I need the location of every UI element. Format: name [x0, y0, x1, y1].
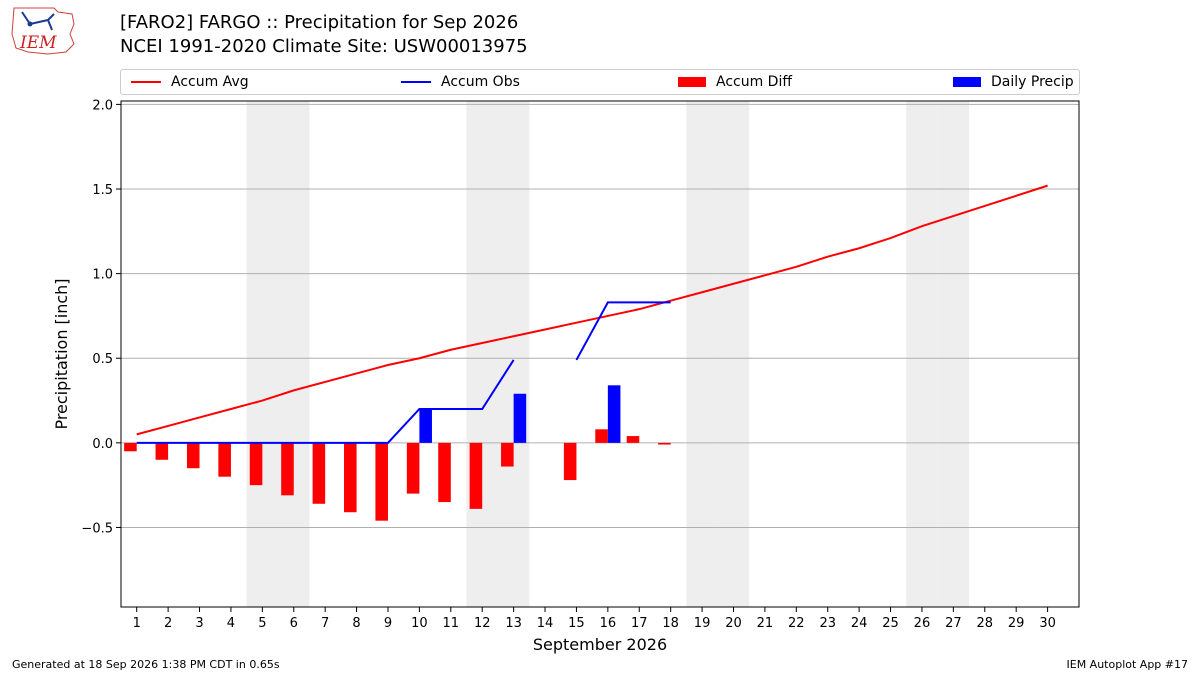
weekend-shade — [466, 101, 498, 607]
x-tick-label: 30 — [1039, 616, 1056, 631]
legend-item-accum-obs: Accum Obs — [401, 70, 520, 94]
weekend-shade — [686, 101, 718, 607]
accum-diff-bar — [312, 442, 326, 504]
x-tick-label: 24 — [851, 616, 868, 631]
y-tick-label: 1.5 — [92, 183, 113, 198]
x-tick-label: 7 — [321, 616, 329, 631]
generated-timestamp: Generated at 18 Sep 2026 1:38 PM CDT in … — [12, 658, 280, 671]
x-tick-label: 25 — [882, 616, 899, 631]
accum-diff-bar — [658, 442, 671, 445]
accum-diff-bar — [438, 442, 451, 503]
accum-diff-bar — [249, 442, 263, 486]
legend-item-accum-avg: Accum Avg — [131, 70, 249, 94]
accum-diff-bar — [186, 442, 200, 469]
x-tick-label: 14 — [537, 616, 554, 631]
weekend-shade — [906, 101, 938, 607]
accum-diff-bar — [124, 442, 137, 452]
y-axis-label: Precipitation [inch] — [52, 278, 71, 429]
chart-legend: Accum Avg Accum Obs Accum Diff Daily Pre… — [120, 69, 1080, 95]
app-identifier: IEM Autoplot App #17 — [1066, 658, 1189, 671]
x-tick-label: 20 — [725, 616, 742, 631]
x-tick-label: 1 — [133, 616, 141, 631]
x-tick-label: 22 — [788, 616, 805, 631]
x-tick-label: 17 — [631, 616, 648, 631]
x-tick-label: 28 — [976, 616, 993, 631]
x-tick-label: 15 — [568, 616, 585, 631]
legend-swatch-accum-obs — [401, 81, 431, 83]
legend-label-accum-diff: Accum Diff — [716, 74, 793, 90]
plot-frame — [120, 100, 1080, 608]
legend-label-accum-avg: Accum Avg — [171, 74, 249, 90]
x-tick-label: 21 — [757, 616, 774, 631]
x-tick-label: 18 — [662, 616, 679, 631]
accum-diff-bar — [501, 442, 514, 467]
y-tick-label: −0.5 — [81, 521, 113, 536]
x-tick-label: 8 — [352, 616, 360, 631]
weekend-shade — [937, 101, 970, 607]
weekend-shade — [246, 101, 279, 607]
accum-diff-bar — [281, 442, 294, 496]
accum-diff-bar — [218, 442, 231, 477]
iem-logo: IEM — [11, 7, 75, 55]
x-tick-label: 27 — [945, 616, 962, 631]
weekend-shade — [717, 101, 750, 607]
accum-diff-bar — [563, 442, 577, 481]
accum-obs-line — [136, 359, 515, 444]
daily-precip-bar — [607, 385, 621, 443]
x-tick-label: 9 — [384, 616, 392, 631]
x-tick-label: 19 — [694, 616, 711, 631]
accum-diff-bar — [406, 442, 420, 494]
y-tick-label: 0.5 — [92, 352, 113, 367]
chart-title: [FARO2] FARGO :: Precipitation for Sep 2… — [120, 12, 519, 33]
x-axis-label: September 2026 — [533, 635, 667, 654]
accum-diff-bar — [595, 429, 608, 443]
weekend-shade — [497, 101, 530, 607]
x-tick-label: 5 — [258, 616, 266, 631]
accum-diff-bar — [155, 442, 169, 460]
chart-subtitle: NCEI 1991-2020 Climate Site: USW00013975 — [120, 36, 528, 57]
x-tick-label: 16 — [600, 616, 617, 631]
x-tick-label: 23 — [819, 616, 836, 631]
weekend-shade — [278, 101, 310, 607]
accum-diff-bar — [344, 442, 357, 513]
legend-label-daily-precip: Daily Precip — [991, 74, 1074, 90]
x-tick-label: 6 — [290, 616, 298, 631]
legend-item-accum-diff: Accum Diff — [678, 70, 792, 94]
x-tick-label: 10 — [411, 616, 428, 631]
x-tick-label: 26 — [914, 616, 931, 631]
accum-obs-line — [575, 301, 671, 361]
accum-avg-line — [136, 184, 1048, 436]
x-tick-label: 13 — [505, 616, 522, 631]
x-tick-label: 3 — [195, 616, 203, 631]
daily-precip-bar — [513, 393, 527, 443]
accum-diff-bar — [626, 436, 640, 443]
y-tick-label: 0.0 — [92, 437, 113, 452]
x-tick-label: 12 — [474, 616, 491, 631]
x-tick-label: 4 — [227, 616, 235, 631]
x-tick-label: 11 — [443, 616, 460, 631]
legend-swatch-accum-diff — [678, 77, 706, 87]
logo-text: IEM — [19, 33, 57, 53]
legend-swatch-daily-precip — [953, 77, 981, 87]
y-tick-label: 1.0 — [92, 268, 113, 283]
legend-item-daily-precip: Daily Precip — [953, 70, 1074, 94]
accum-diff-bar — [375, 442, 388, 521]
daily-precip-bar — [419, 409, 432, 443]
x-tick-label: 2 — [164, 616, 172, 631]
legend-swatch-accum-avg — [131, 81, 161, 83]
x-tick-label: 29 — [1008, 616, 1025, 631]
legend-label-accum-obs: Accum Obs — [441, 74, 520, 90]
y-tick-label: 2.0 — [92, 98, 113, 113]
accum-diff-bar — [469, 442, 483, 509]
